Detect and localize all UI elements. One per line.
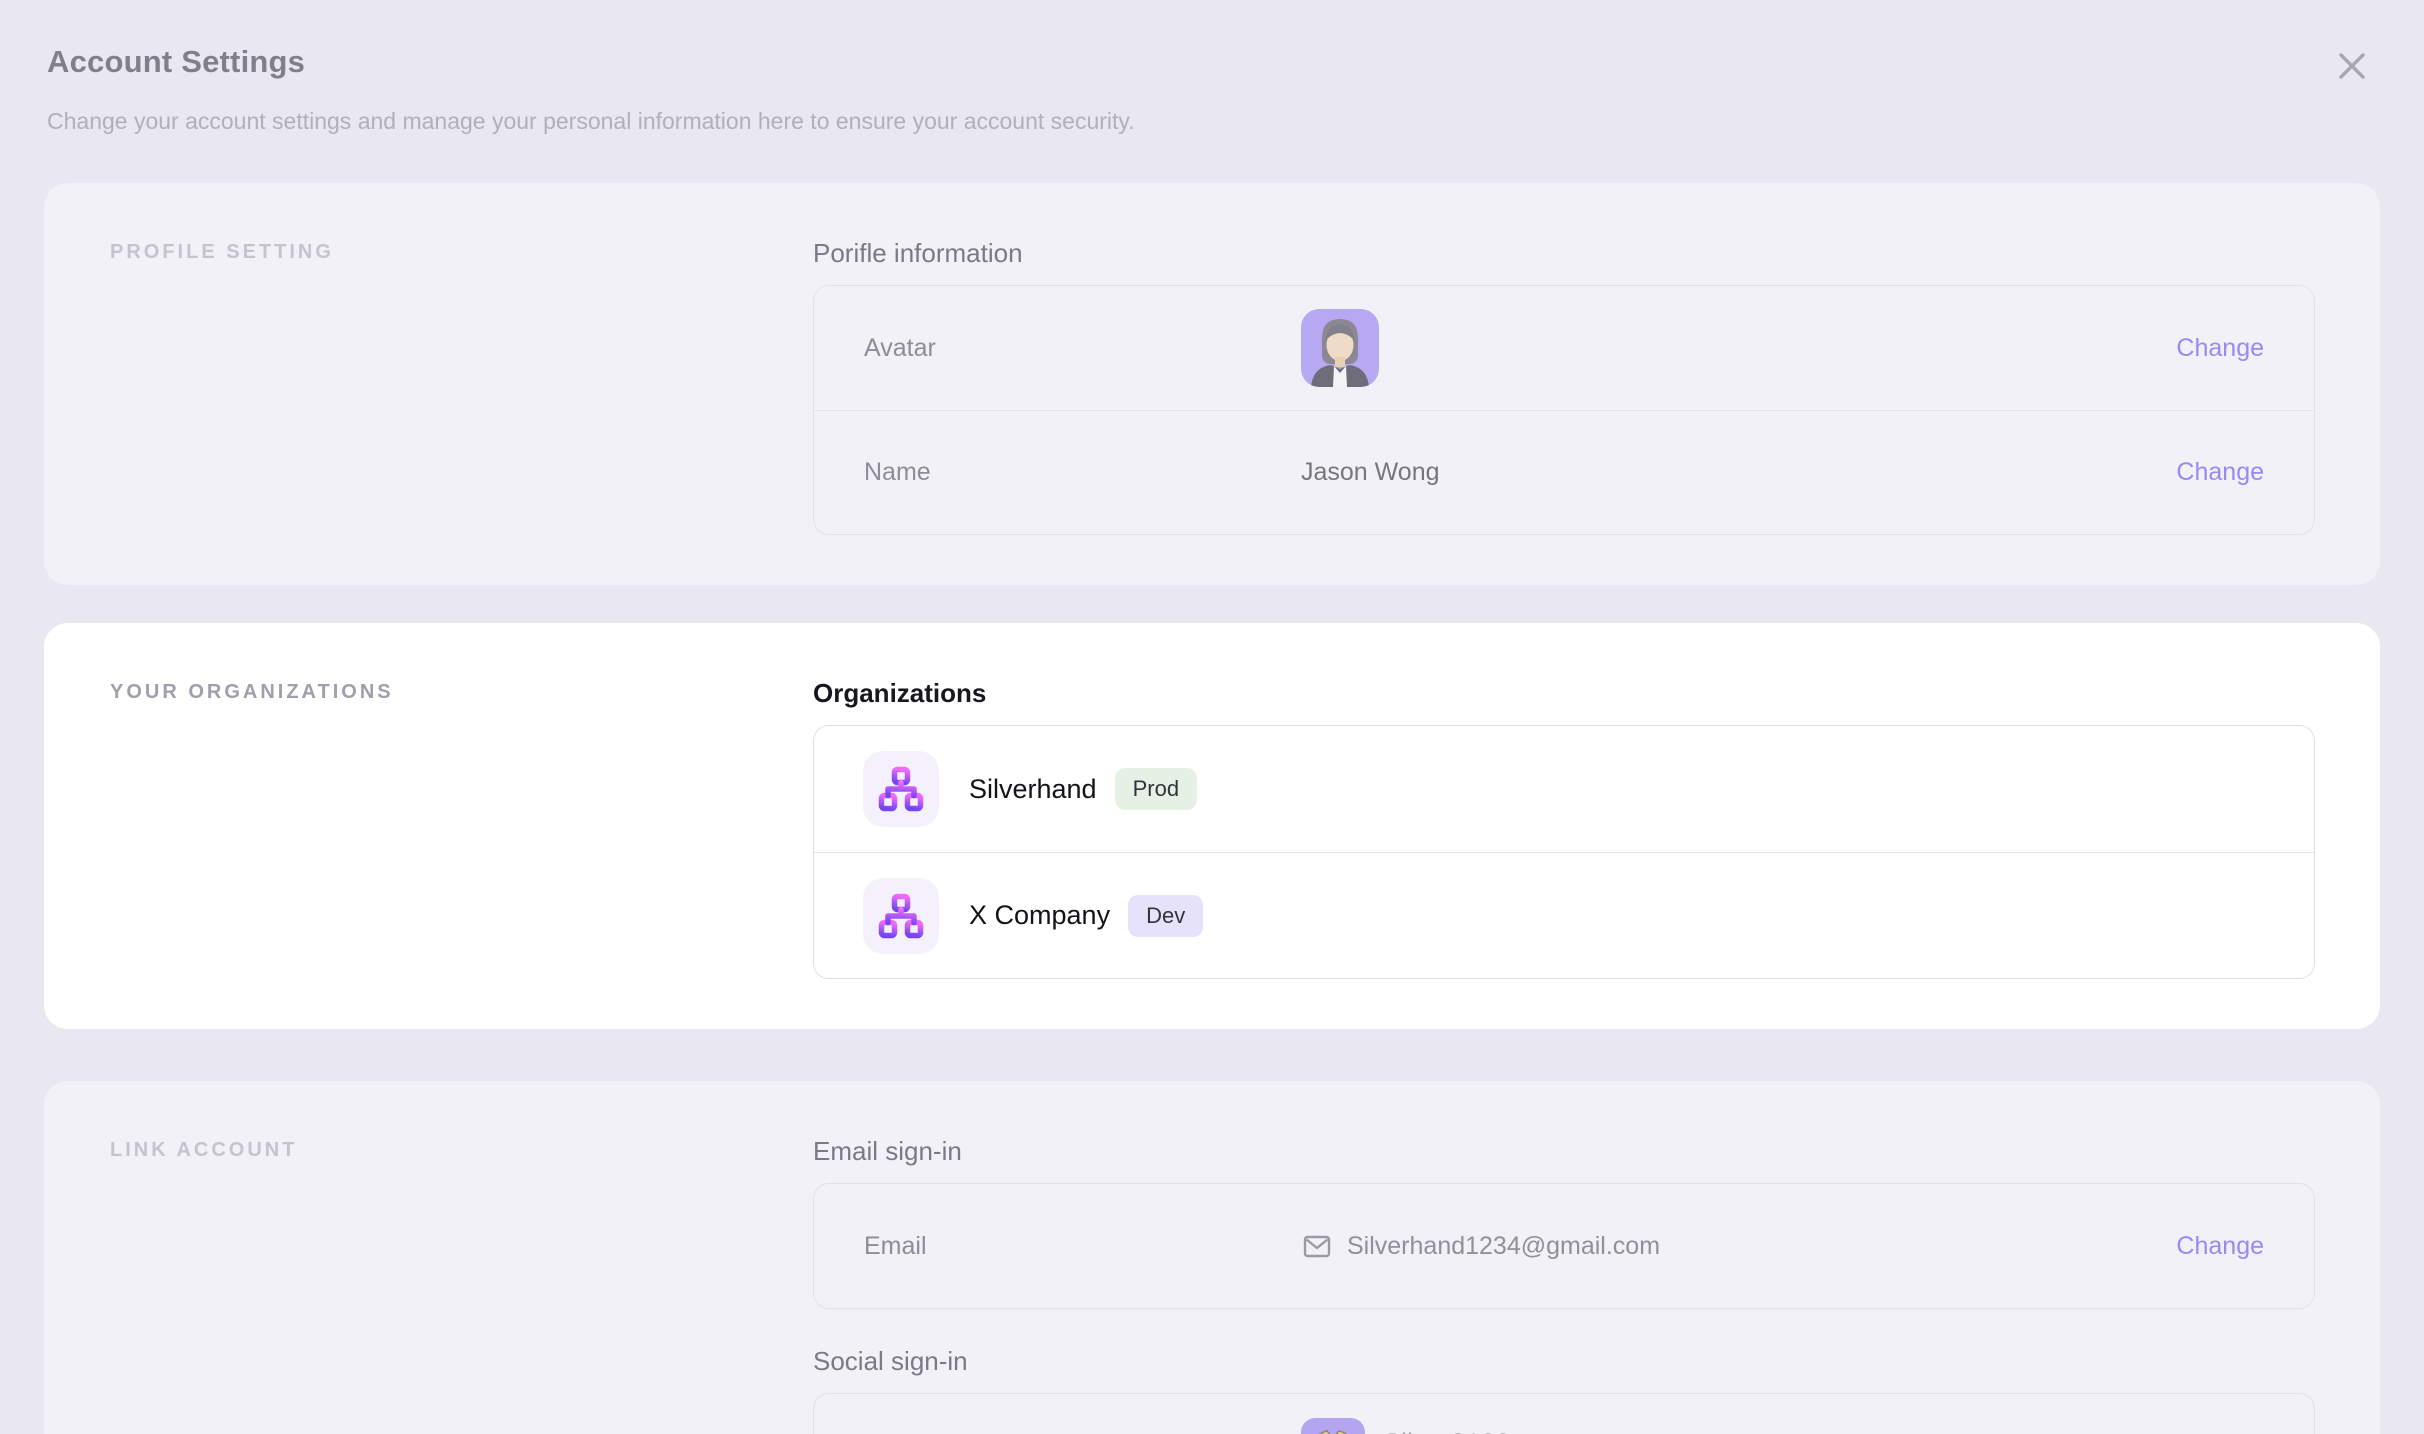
name-row: Name Jason Wong Change [814, 410, 2314, 534]
environment-badge: Prod [1114, 768, 1198, 810]
social-username: Silver0123 [1383, 1428, 1511, 1434]
email-card: Email Silverhand1234@gmail.com Change [813, 1183, 2315, 1309]
email-value: Silverhand1234@gmail.com [1347, 1231, 1661, 1260]
org-chart-icon [863, 751, 939, 827]
close-button[interactable] [2330, 44, 2374, 88]
name-row-label: Name [864, 458, 931, 486]
social-avatar-image [1301, 1394, 1365, 1434]
change-name-button[interactable]: Change [2176, 458, 2264, 486]
name-value: Jason Wong [1301, 458, 1440, 486]
organization-name: X Company [969, 900, 1111, 930]
close-icon [2335, 49, 2369, 83]
profile-card-heading: Porifle information [813, 238, 1023, 268]
organizations-heading: Organizations [813, 678, 987, 708]
link-account-section: LINK ACCOUNT Email sign-in Email Silverh… [44, 1081, 2380, 1434]
avatar-row-label: Avatar [864, 333, 936, 362]
change-avatar-button[interactable]: Change [2176, 333, 2264, 362]
organization-item[interactable]: X Company Dev [814, 852, 2314, 978]
organization-item[interactable]: Silverhand Prod [814, 726, 2314, 852]
profile-section: PROFILE SETTING Porifle information Avat… [44, 183, 2380, 585]
avatar-row: Avatar [814, 286, 2314, 410]
user-avatar-image [1301, 309, 1379, 387]
social-card: Silver0123 [813, 1393, 2315, 1434]
header: Account Settings Change your account set… [0, 0, 2424, 138]
social-connector-row[interactable]: Silver0123 [814, 1394, 2314, 1434]
link-account-section-label: LINK ACCOUNT [110, 1139, 298, 1161]
email-signin-heading: Email sign-in [813, 1136, 962, 1166]
email-row: Email Silverhand1234@gmail.com Change [814, 1184, 2314, 1308]
envelope-icon [1301, 1230, 1333, 1262]
profile-section-label: PROFILE SETTING [110, 241, 334, 263]
organization-name: Silverhand [969, 773, 1097, 804]
organizations-card: Silverhand Prod [813, 725, 2315, 979]
organizations-section: YOUR ORGANIZATIONS Organizations [44, 623, 2380, 1029]
page-title: Account Settings [47, 44, 306, 79]
change-email-button[interactable]: Change [2176, 1231, 2264, 1260]
org-chart-icon [863, 877, 939, 954]
environment-badge: Dev [1128, 894, 1204, 937]
social-signin-heading: Social sign-in [813, 1346, 968, 1376]
page-subtitle: Change your account settings and manage … [47, 108, 1135, 134]
profile-card: Avatar [813, 285, 2315, 535]
email-row-label: Email [864, 1231, 927, 1260]
organizations-section-label: YOUR ORGANIZATIONS [110, 681, 394, 703]
